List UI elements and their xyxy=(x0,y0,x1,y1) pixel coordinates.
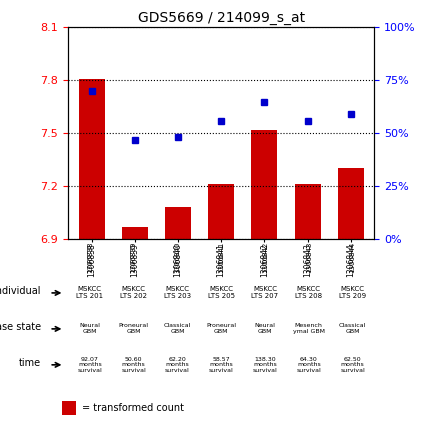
Text: 62.20
months
survival: 62.20 months survival xyxy=(165,357,190,373)
Bar xyxy=(251,130,277,239)
Bar xyxy=(79,79,105,239)
Bar xyxy=(295,184,321,239)
Text: Proneural
GBM: Proneural GBM xyxy=(206,324,236,334)
Text: individual: individual xyxy=(0,286,41,296)
Text: MSKCC
LTS 201: MSKCC LTS 201 xyxy=(76,286,103,299)
Text: Classical
GBM: Classical GBM xyxy=(164,324,191,334)
Text: MSKCC
LTS 203: MSKCC LTS 203 xyxy=(164,286,191,299)
Text: 64.30
months
survival: 64.30 months survival xyxy=(297,357,321,373)
Text: time: time xyxy=(18,358,41,368)
Text: 1306838: 1306838 xyxy=(87,241,93,273)
Text: 62.50
months
survival: 62.50 months survival xyxy=(340,357,365,373)
Title: GDS5669 / 214099_s_at: GDS5669 / 214099_s_at xyxy=(138,11,305,25)
Text: 1306839: 1306839 xyxy=(131,241,137,273)
Text: MSKCC
LTS 202: MSKCC LTS 202 xyxy=(120,286,147,299)
Text: MSKCC
LTS 208: MSKCC LTS 208 xyxy=(295,286,322,299)
Text: 1306842: 1306842 xyxy=(262,242,268,272)
Bar xyxy=(338,168,364,239)
Text: 1306841: 1306841 xyxy=(218,241,224,273)
Text: Neural
GBM: Neural GBM xyxy=(254,324,276,334)
Text: MSKCC
LTS 207: MSKCC LTS 207 xyxy=(251,286,279,299)
Bar xyxy=(63,401,76,415)
Text: MSKCC
LTS 205: MSKCC LTS 205 xyxy=(208,286,235,299)
Text: Mesench
ymal GBM: Mesench ymal GBM xyxy=(293,324,325,334)
Bar xyxy=(208,184,234,239)
Text: 138.30
months
survival: 138.30 months survival xyxy=(253,357,277,373)
Text: 1306843: 1306843 xyxy=(306,241,312,273)
Text: Classical
GBM: Classical GBM xyxy=(339,324,366,334)
Text: 58.57
months
survival: 58.57 months survival xyxy=(209,357,233,373)
Text: 1306840: 1306840 xyxy=(174,241,180,273)
Text: Neural
GBM: Neural GBM xyxy=(79,324,100,334)
Text: Proneural
GBM: Proneural GBM xyxy=(119,324,148,334)
Text: = transformed count: = transformed count xyxy=(82,403,184,413)
Text: 50.60
months
survival: 50.60 months survival xyxy=(121,357,146,373)
Bar xyxy=(122,227,148,239)
Text: 1306844: 1306844 xyxy=(350,242,356,272)
Text: 92.07
months
survival: 92.07 months survival xyxy=(78,357,102,373)
Text: disease state: disease state xyxy=(0,322,41,332)
Text: MSKCC
LTS 209: MSKCC LTS 209 xyxy=(339,286,366,299)
Bar xyxy=(165,207,191,239)
